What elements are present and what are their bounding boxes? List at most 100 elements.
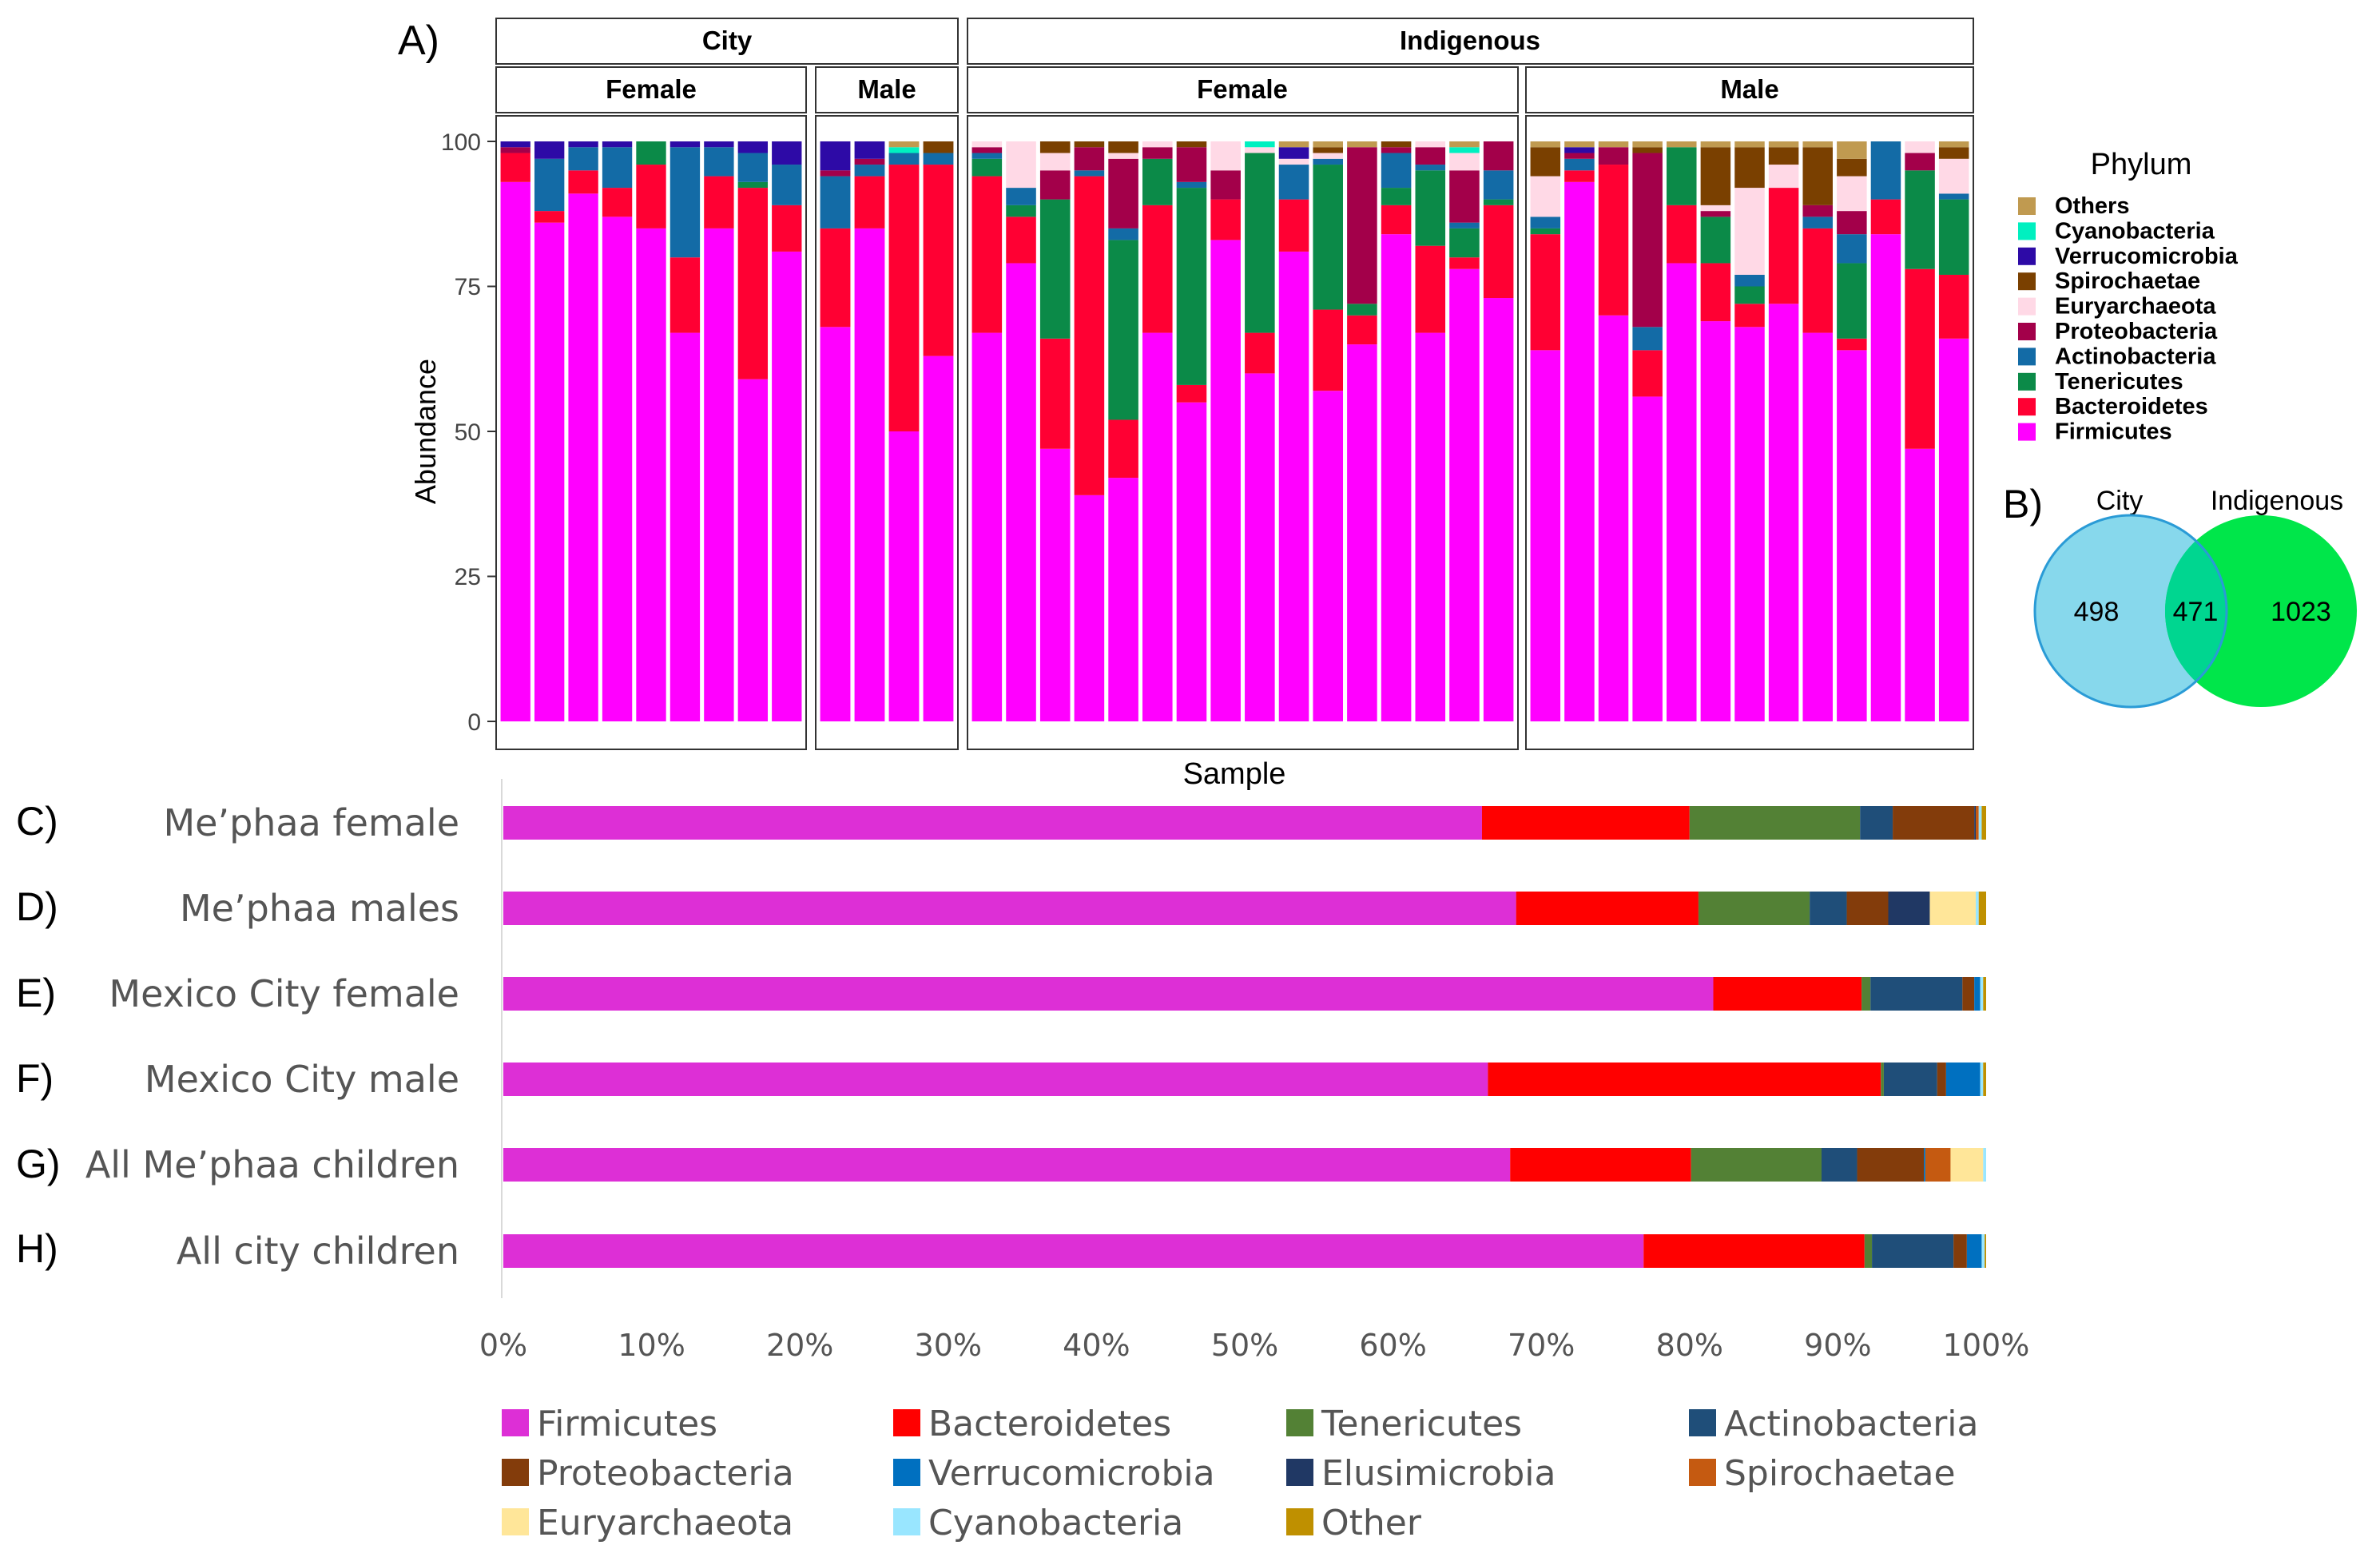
bar-indigenous-male-4-firmicutes — [1632, 396, 1663, 721]
hlegend-swatch-euryarchaeota — [502, 1508, 529, 1535]
bar-indigenous-male-9-bacteroidetes — [1802, 228, 1833, 333]
bar-indigenous-female-4-actinobacteria — [1074, 170, 1105, 177]
bar-city-female-1-verrucomicrobia — [500, 141, 530, 148]
x-tick-label-80-pct: 80% — [1656, 1328, 1723, 1363]
bar-indigenous-female-12-others — [1347, 141, 1377, 148]
bar-city-female-1-bacteroidetes — [500, 153, 530, 182]
bar-indigenous-male-2-others — [1564, 141, 1595, 148]
x-tick-label-30-pct: 30% — [915, 1328, 982, 1363]
legend-swatch-tenericutes — [2018, 372, 2036, 391]
bar-indigenous-male-10-tenericutes — [1837, 263, 1867, 339]
bar-indigenous-male-10-spirochaetae — [1837, 158, 1867, 177]
legend-label-actinobacteria: Actinobacteria — [2055, 344, 2216, 369]
bar-city-female-7-actinobacteria — [704, 147, 734, 177]
bar-indigenous-female-4-spirochaetae — [1074, 141, 1105, 148]
hbar-mexico-city-male-verrucomicrobia — [1945, 1063, 1981, 1096]
hlegend-swatch-spirochaetae — [1689, 1459, 1716, 1486]
phylum-legend: Phylum OthersCyanobacteriaVerrucomicrobi… — [2018, 148, 2239, 445]
hbar-mexico-city-male-tenericutes — [1881, 1063, 1884, 1096]
bar-indigenous-male-13-others — [1938, 141, 1969, 148]
venn-count-shared: 471 — [2173, 597, 2219, 627]
hbar-me-phaa-males-firmicutes — [503, 892, 1516, 925]
bar-indigenous-female-6-tenericutes — [1142, 158, 1173, 205]
hbar-mexico-city-female-bacteroidetes — [1713, 977, 1862, 1011]
bar-indigenous-male-12-firmicutes — [1905, 448, 1935, 721]
bar-indigenous-female-8-proteobacteria — [1210, 170, 1241, 200]
y-tick-label-100: 100 — [441, 129, 481, 156]
category-label-mexico-city-female: Mexico City female — [109, 972, 459, 1015]
hbar-me-phaa-female-other — [1981, 806, 1986, 840]
legend-label-cyanobacteria: Cyanobacteria — [2055, 218, 2215, 244]
bar-indigenous-male-13-spirochaetae — [1938, 147, 1969, 159]
bar-indigenous-male-6-others — [1700, 141, 1731, 148]
x-tick-label-10-pct: 10% — [618, 1328, 685, 1363]
bar-indigenous-male-6-spirochaetae — [1700, 147, 1731, 205]
hlegend-swatch-bacteroidetes — [893, 1409, 920, 1436]
bar-city-male-2-firmicutes — [854, 228, 885, 721]
y-tick-label-75: 75 — [455, 274, 481, 300]
hbar-all-me-phaa-children-firmicutes — [503, 1148, 1511, 1182]
panel-letter-g: G) — [16, 1142, 61, 1186]
hbar-all-me-phaa-children-tenericutes — [1691, 1148, 1822, 1182]
bar-indigenous-male-10-actinobacteria — [1837, 234, 1867, 264]
bar-city-female-3-actinobacteria — [568, 147, 598, 171]
bar-indigenous-female-11-euryarchaeota — [1313, 153, 1343, 159]
legend-swatch-euryarchaeota — [2018, 297, 2036, 316]
hbar-mexico-city-female-other — [1983, 977, 1986, 1011]
strip-city-box — [495, 18, 959, 65]
hbar-all-me-phaa-children-spirochaetae — [1925, 1148, 1951, 1182]
hbar-mexico-city-male-bacteroidetes — [1488, 1063, 1881, 1096]
bar-indigenous-female-16-actinobacteria — [1483, 170, 1514, 200]
bar-indigenous-female-6-euryarchaeota — [1142, 141, 1173, 148]
x-tick-label-20-pct: 20% — [766, 1328, 833, 1363]
bar-city-female-4-verrucomicrobia — [602, 141, 633, 148]
bar-indigenous-female-7-spirochaetae — [1176, 141, 1207, 148]
bar-indigenous-male-11-actinobacteria — [1870, 141, 1901, 200]
hbar-me-phaa-female-tenericutes — [1689, 806, 1861, 840]
bar-indigenous-male-8-euryarchaeota — [1768, 165, 1799, 189]
bar-city-male-3-actinobacteria — [888, 153, 920, 165]
venn-label-indigenous: Indigenous — [2211, 486, 2343, 516]
bar-indigenous-female-11-tenericutes — [1313, 165, 1343, 310]
bar-indigenous-female-15-cyanobacteria — [1449, 147, 1480, 153]
hbar-me-phaa-males-actinobacteria — [1810, 892, 1847, 925]
y-tick-label-50: 50 — [455, 419, 481, 446]
legend-label-firmicutes: Firmicutes — [2055, 419, 2172, 445]
bar-indigenous-female-2-actinobacteria — [1006, 188, 1036, 205]
legend-label-spirochaetae: Spirochaetae — [2055, 268, 2200, 294]
bar-indigenous-female-11-bacteroidetes — [1313, 309, 1343, 391]
bar-city-female-1-firmicutes — [500, 181, 530, 721]
bar-indigenous-male-13-bacteroidetes — [1938, 274, 1969, 339]
hlegend-label-tenericutes: Tenericutes — [1321, 1404, 1522, 1444]
hbar-me-phaa-males-other — [1978, 892, 1986, 925]
legend-swatch-firmicutes — [2018, 423, 2036, 441]
bar-indigenous-male-13-euryarchaeota — [1938, 158, 1969, 194]
venn-count-indigenous-only: 1023 — [2271, 597, 2331, 627]
panel-letter-b: B) — [2003, 482, 2043, 526]
bar-city-female-2-firmicutes — [534, 222, 565, 721]
bar-indigenous-male-4-others — [1632, 141, 1663, 148]
bar-indigenous-female-15-proteobacteria — [1449, 170, 1480, 223]
legend-swatch-bacteroidetes — [2018, 398, 2036, 416]
hlegend-label-bacteroidetes: Bacteroidetes — [928, 1404, 1171, 1444]
bar-indigenous-male-1-bacteroidetes — [1530, 234, 1561, 351]
strip-indigenous-female-label: Female — [1197, 74, 1288, 104]
legend-title: Phylum — [2091, 148, 2192, 181]
hbar-all-city-children-other — [1985, 1234, 1986, 1268]
legend-label-proteobacteria: Proteobacteria — [2055, 319, 2218, 344]
hlegend-swatch-elusimicrobia — [1286, 1459, 1313, 1486]
x-tick-label-70-pct: 70% — [1508, 1328, 1575, 1363]
bar-indigenous-female-8-euryarchaeota — [1210, 141, 1241, 171]
frame-city-female — [495, 115, 807, 750]
bar-indigenous-male-4-proteobacteria — [1632, 153, 1663, 328]
hlegend-swatch-actinobacteria — [1689, 1409, 1716, 1436]
bar-indigenous-female-13-proteobacteria — [1381, 147, 1412, 153]
hbar-me-phaa-female-bacteroidetes — [1481, 806, 1690, 840]
bar-indigenous-female-9-tenericutes — [1245, 153, 1275, 333]
bar-city-male-2-bacteroidetes — [854, 176, 885, 228]
bar-indigenous-female-1-euryarchaeota — [971, 141, 1003, 148]
facet-strips: City Indigenous Female Male Female Male — [495, 18, 1974, 113]
venn-circle-city-outline — [2033, 514, 2228, 709]
venn-count-city-only: 498 — [2074, 597, 2120, 627]
hlegend-swatch-verrucomicrobia — [893, 1459, 920, 1486]
